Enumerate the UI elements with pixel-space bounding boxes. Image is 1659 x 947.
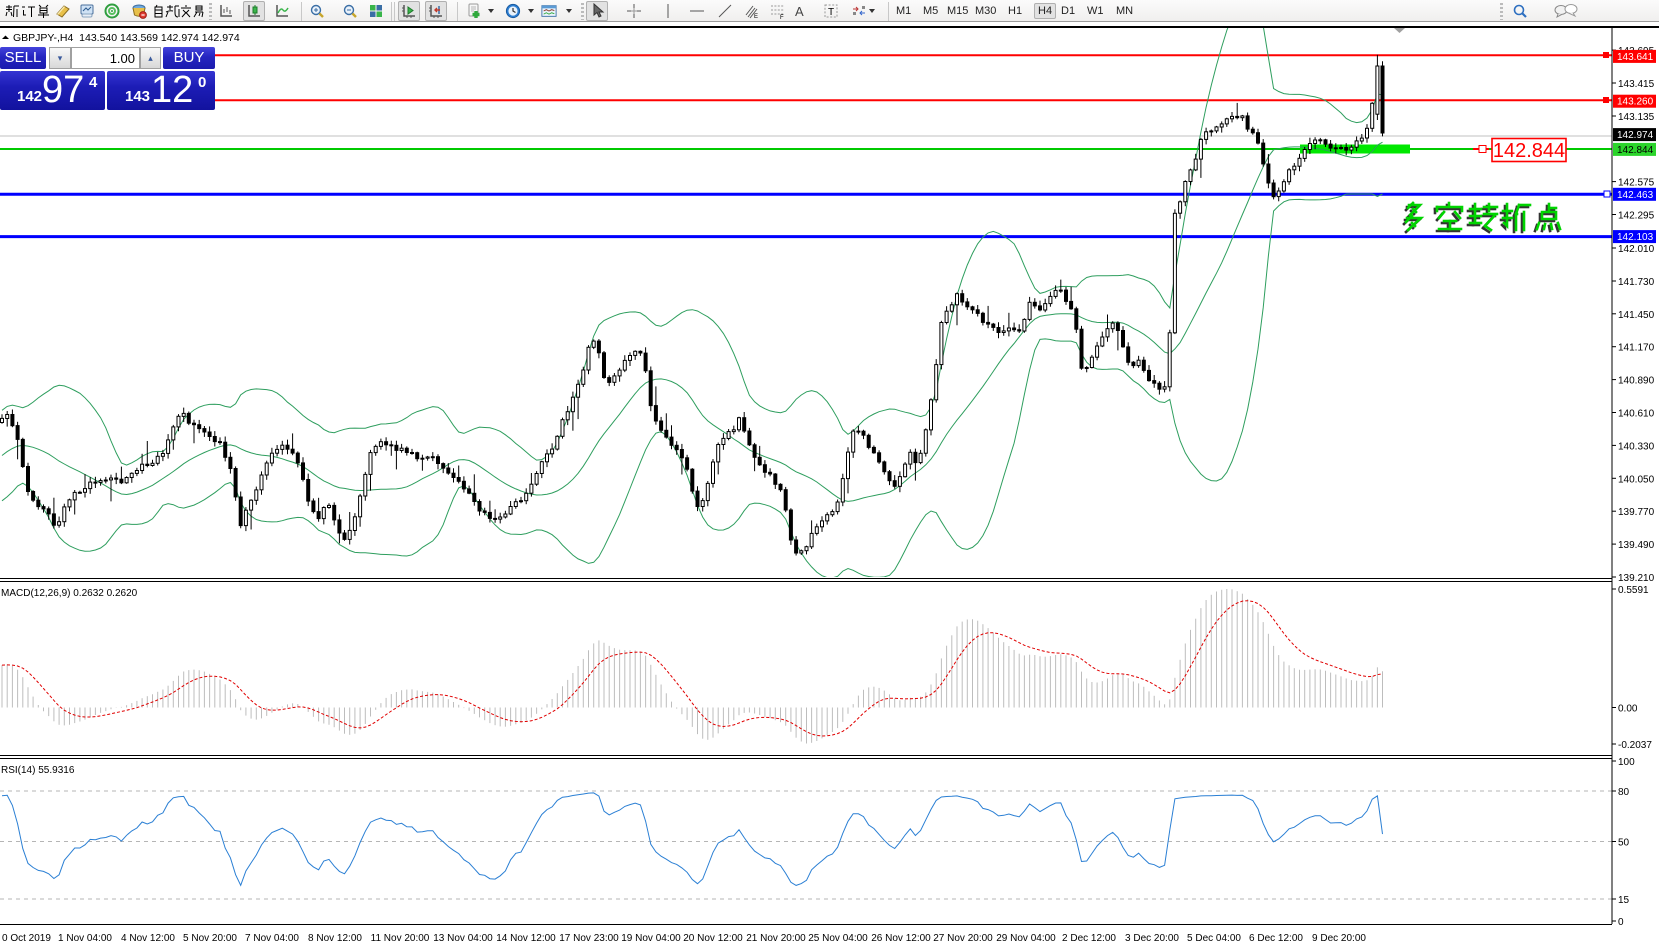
svg-text:6 Dec 12:00: 6 Dec 12:00 (1249, 933, 1303, 944)
svg-text:143.415: 143.415 (1618, 79, 1655, 90)
svg-text:0.5591: 0.5591 (1618, 585, 1649, 596)
svg-text:142.295: 142.295 (1618, 211, 1655, 222)
svg-text:8 Nov 12:00: 8 Nov 12:00 (308, 933, 362, 944)
svg-text:142.844: 142.844 (1617, 145, 1654, 156)
svg-text:141.730: 141.730 (1618, 277, 1655, 288)
svg-text:142.575: 142.575 (1618, 178, 1655, 189)
svg-text:80: 80 (1618, 787, 1630, 798)
svg-text:140.890: 140.890 (1618, 376, 1655, 387)
svg-text:27 Nov 20:00: 27 Nov 20:00 (933, 933, 993, 944)
svg-text:5 Nov 20:00: 5 Nov 20:00 (183, 933, 237, 944)
svg-text:0.00: 0.00 (1618, 704, 1638, 715)
svg-text:143.135: 143.135 (1618, 112, 1655, 123)
svg-text:50: 50 (1618, 838, 1630, 849)
svg-text:15: 15 (1618, 895, 1630, 906)
svg-text:141.170: 141.170 (1618, 343, 1655, 354)
svg-text:142.103: 142.103 (1617, 232, 1654, 243)
svg-text:7 Nov 04:00: 7 Nov 04:00 (245, 933, 299, 944)
svg-text:139.210: 139.210 (1618, 573, 1655, 584)
svg-text:143.641: 143.641 (1617, 52, 1654, 63)
svg-text:140.330: 140.330 (1618, 441, 1655, 452)
svg-text:140.050: 140.050 (1618, 474, 1655, 485)
svg-text:139.490: 139.490 (1618, 540, 1655, 551)
svg-text:14 Nov 12:00: 14 Nov 12:00 (496, 933, 556, 944)
svg-text:13 Nov 04:00: 13 Nov 04:00 (433, 933, 493, 944)
svg-text:1 Nov 04:00: 1 Nov 04:00 (58, 933, 112, 944)
svg-text:142.463: 142.463 (1617, 190, 1654, 201)
svg-text:139.770: 139.770 (1618, 507, 1655, 518)
svg-text:25 Nov 04:00: 25 Nov 04:00 (808, 933, 868, 944)
svg-text:143.260: 143.260 (1617, 97, 1654, 108)
svg-text:141.450: 141.450 (1618, 310, 1655, 321)
svg-text:0: 0 (1618, 917, 1624, 928)
svg-text:29 Nov 04:00: 29 Nov 04:00 (996, 933, 1056, 944)
svg-text:F: F (780, 15, 784, 19)
svg-text:142.974: 142.974 (1617, 130, 1654, 141)
svg-text:17 Nov 23:00: 17 Nov 23:00 (559, 933, 619, 944)
svg-text:21 Nov 20:00: 21 Nov 20:00 (746, 933, 806, 944)
svg-text:E: E (754, 14, 758, 19)
svg-text:GBPJPY-,H4 143.540 143.569 14: GBPJPY-,H4 143.540 143.569 142.974 142.9… (13, 32, 240, 44)
svg-text:20 Nov 12:00: 20 Nov 12:00 (683, 933, 743, 944)
svg-text:142.844: 142.844 (1493, 140, 1565, 162)
svg-text:-0.2037: -0.2037 (1618, 740, 1652, 751)
svg-text:5 Dec 04:00: 5 Dec 04:00 (1187, 933, 1241, 944)
svg-text:142.010: 142.010 (1618, 244, 1655, 255)
svg-text:0 Oct 2019: 0 Oct 2019 (2, 933, 51, 944)
svg-text:11 Nov 20:00: 11 Nov 20:00 (371, 933, 430, 944)
svg-text:19 Nov 04:00: 19 Nov 04:00 (621, 933, 681, 944)
svg-text:140.610: 140.610 (1618, 409, 1655, 420)
svg-text:4 Nov 12:00: 4 Nov 12:00 (121, 933, 175, 944)
svg-text:RSI(14) 55.9316: RSI(14) 55.9316 (1, 765, 75, 776)
svg-text:MACD(12,26,9) 0.2632 0.2620: MACD(12,26,9) 0.2632 0.2620 (1, 588, 138, 599)
svg-text:26 Nov 12:00: 26 Nov 12:00 (871, 933, 931, 944)
svg-text:2 Dec 12:00: 2 Dec 12:00 (1062, 933, 1116, 944)
svg-text:9 Dec 20:00: 9 Dec 20:00 (1312, 933, 1366, 944)
svg-text:100: 100 (1618, 757, 1635, 768)
svg-text:3 Dec 20:00: 3 Dec 20:00 (1125, 933, 1179, 944)
svg-text:T: T (828, 7, 834, 18)
